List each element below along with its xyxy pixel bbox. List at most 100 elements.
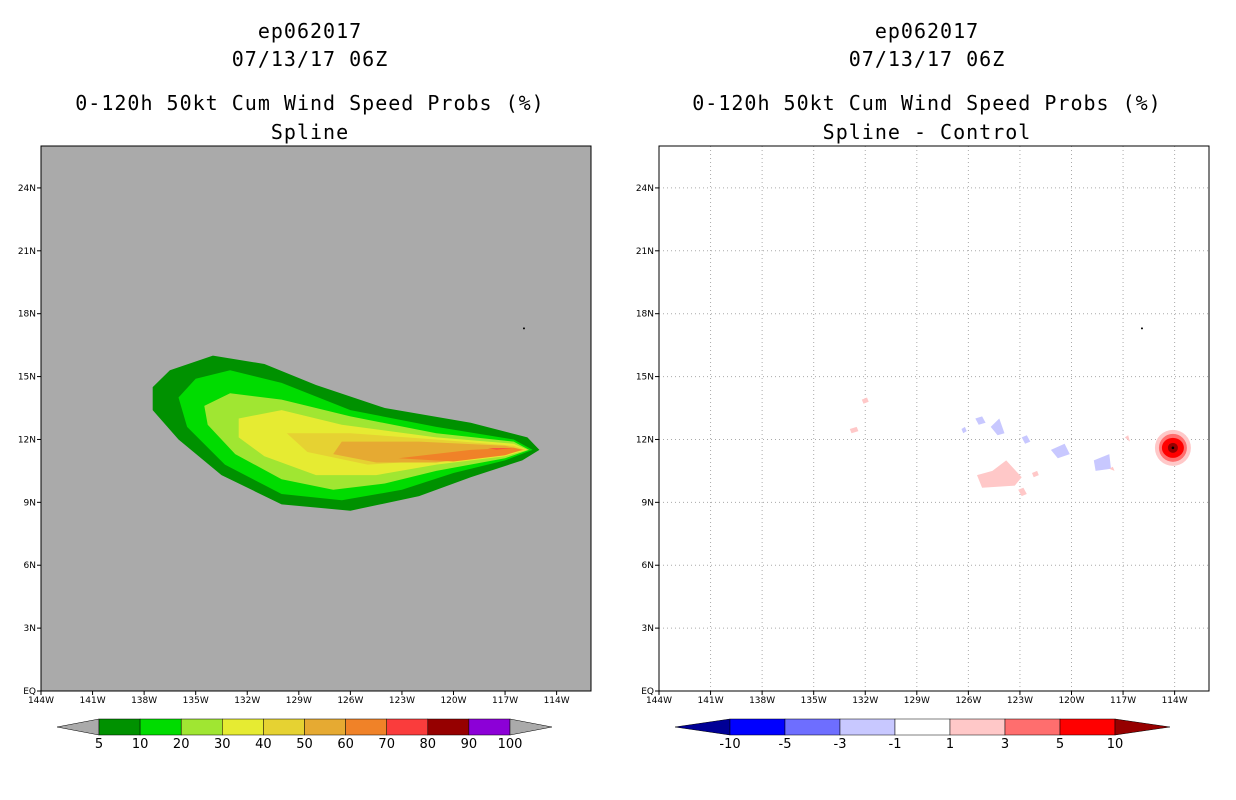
right-y-tick-label: 12N [636, 435, 654, 445]
left-colorbar-box [263, 718, 305, 736]
right-x-tick-label: 135W [801, 696, 827, 706]
left-x-tick-label: 123W [389, 696, 415, 706]
left-y-tick-label: 3N [24, 624, 36, 634]
right-y-tick-label: EQ [641, 687, 654, 697]
right-colorbar-box [839, 718, 896, 736]
left-colorbar-box [468, 718, 511, 736]
left-colorbar-label: 90 [461, 737, 478, 752]
right-colorbar-box [1059, 718, 1116, 736]
left-colorbar-box [98, 718, 141, 736]
left-x-tick-label: 132W [234, 696, 260, 706]
right-method: Spline - Control [822, 120, 1032, 144]
left-colorbar-label: 5 [95, 737, 103, 752]
left-x-tick-label: 144W [28, 696, 54, 706]
left-colorbar-box [427, 718, 470, 736]
right-station-marker [1140, 327, 1143, 330]
right-x-tick-label: 114W [1162, 696, 1188, 706]
left-y-tick-label: EQ [23, 687, 36, 697]
right-colorbar-box [1004, 718, 1061, 736]
left-contour-60 [398, 447, 523, 462]
left-colorbar-label: 100 [498, 737, 523, 752]
left-y-tick-label: 9N [24, 498, 36, 508]
left-colorbar-box [180, 718, 223, 736]
left-colorbar-label: 80 [420, 737, 437, 752]
left-y-tick-label: 24N [18, 184, 36, 194]
right-difference-blob [1124, 435, 1130, 442]
left-colorbar-box [139, 718, 182, 736]
left-colorbar: 5 10 20 30 40 50 60 70 80 90 100 [56, 718, 553, 752]
right-difference-blob [1021, 435, 1031, 444]
left-colorbar-box [304, 718, 346, 736]
right-difference-blob [1050, 443, 1070, 459]
left-map: 144W 141W 138W 135W 132W 129W 126W 123W 120W 117W… [18, 145, 592, 706]
right-x-tick-label: 120W [1058, 696, 1084, 706]
left-colorbar-label: 60 [337, 737, 354, 752]
left-colorbar-box [386, 718, 429, 736]
right-colorbar-label: -1 [889, 737, 902, 752]
left-station-marker [522, 327, 525, 330]
left-colorbar-label: 70 [378, 737, 395, 752]
left-colorbar-label: 50 [296, 737, 313, 752]
left-x-tick-label: 129W [286, 696, 312, 706]
left-y-tick-label: 12N [18, 435, 36, 445]
left-colorbar-label: 40 [255, 737, 272, 752]
right-difference-blob [1093, 454, 1111, 471]
left-product-name: 0-120h 50kt Cum Wind Speed Probs (%) [75, 91, 545, 115]
right-y-tick-label: 24N [636, 184, 654, 194]
right-difference-blob [861, 397, 869, 404]
left-colorbar-over [509, 718, 553, 736]
right-colorbar-box [949, 718, 1006, 736]
right-colorbar-label: 1 [946, 737, 954, 752]
right-x-tick-label: 123W [1007, 696, 1033, 706]
right-map-background [659, 146, 1209, 691]
right-datetime: 07/13/17 06Z [848, 47, 1006, 71]
right-colorbar-label: 3 [1001, 737, 1009, 752]
right-product-name: 0-120h 50kt Cum Wind Speed Probs (%) [692, 91, 1162, 115]
right-x-tick-label: 126W [955, 696, 981, 706]
right-colorbar-box [894, 718, 951, 736]
right-difference-blob [849, 426, 859, 434]
right-colorbar-under [674, 718, 731, 736]
left-y-tick-label: 6N [24, 561, 36, 571]
left-colorbar-box [345, 718, 387, 736]
right-difference-blob [961, 426, 967, 434]
left-contour-70 [487, 448, 512, 450]
left-colorbar-box [222, 718, 264, 736]
left-x-tick-label: 141W [80, 696, 106, 706]
right-x-tick-label: 132W [852, 696, 878, 706]
right-y-tick-label: 6N [642, 561, 654, 571]
right-colorbar: -10 -5 -3 -1 1 3 5 10 [674, 718, 1171, 752]
right-colorbar-box [784, 718, 841, 736]
right-peak-center [1171, 446, 1175, 450]
right-difference-blob [1032, 470, 1039, 478]
right-x-tick-label: 138W [749, 696, 775, 706]
left-x-tick-label: 135W [183, 696, 209, 706]
left-y-tick-label: 21N [18, 247, 36, 257]
right-colorbar-label: -10 [719, 737, 740, 752]
right-x-tick-label: 117W [1110, 696, 1136, 706]
left-colorbar-label: 30 [214, 737, 231, 752]
right-colorbar-label: 10 [1107, 737, 1124, 752]
right-x-tick-label: 129W [904, 696, 930, 706]
right-y-tick-label: 21N [636, 247, 654, 257]
right-x-tick-label: 141W [698, 696, 724, 706]
left-x-tick-label: 126W [337, 696, 363, 706]
left-datetime: 07/13/17 06Z [231, 47, 389, 71]
right-colorbar-over [1114, 718, 1171, 736]
right-colorbar-label: -5 [779, 737, 792, 752]
left-colorbar-under [56, 718, 100, 736]
left-y-tick-label: 15N [18, 373, 36, 383]
right-y-tick-label: 15N [636, 373, 654, 383]
left-colorbar-label: 10 [132, 737, 149, 752]
left-method: Spline [270, 120, 350, 144]
right-y-tick-label: 9N [642, 498, 654, 508]
left-x-tick-label: 117W [492, 696, 518, 706]
right-difference-blob [975, 416, 986, 425]
left-map-frame [40, 145, 592, 692]
right-map: 144W 141W 138W 135W 132W 129W 126W 123W 120W 117W… [636, 145, 1210, 706]
right-x-tick-label: 144W [646, 696, 672, 706]
left-x-tick-label: 120W [440, 696, 466, 706]
right-difference-blob [977, 460, 1022, 488]
right-y-tick-label: 18N [636, 310, 654, 320]
